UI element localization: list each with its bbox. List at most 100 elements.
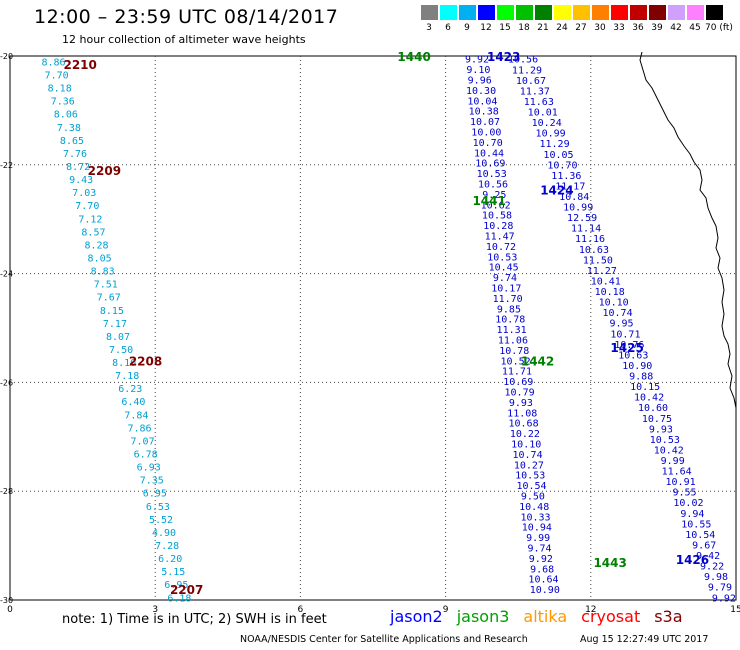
wave-height-label: 10.55: [681, 519, 711, 530]
x-tick-label: 0: [7, 605, 13, 615]
wave-height-label: 12.59: [567, 213, 597, 224]
wave-height-label: 9.68: [530, 564, 554, 575]
wave-height-label: 10.91: [666, 477, 696, 488]
wave-height-label: 10.71: [610, 329, 640, 340]
wave-height-label: 10.68: [509, 419, 539, 430]
y-tick-label: -28: [0, 487, 13, 496]
scale-swatch: [459, 5, 476, 20]
wave-height-label: 9.22: [700, 562, 724, 573]
x-tick-label: 15: [730, 605, 740, 615]
wave-height-label: 9.92: [529, 554, 553, 565]
wave-height-label: 10.17: [491, 284, 521, 295]
pass-time-label: 1424: [540, 183, 573, 197]
wave-height-label: 5.52: [149, 515, 173, 526]
scale-label: 36: [632, 23, 644, 33]
wave-height-label: 10.90: [530, 585, 560, 596]
wave-height-label: 10.56: [478, 180, 508, 191]
wave-height-label: 7.50: [109, 345, 133, 356]
wave-height-label: 10.48: [519, 502, 549, 513]
wave-height-label: 8.07: [106, 332, 130, 343]
wave-height-label: 9.93: [509, 398, 533, 409]
wave-height-label: 7.67: [97, 293, 121, 304]
scale-label: 45: [689, 23, 701, 33]
wave-height-label: 8.72: [66, 162, 90, 173]
coastline: [639, 51, 737, 409]
scale-label: 9: [464, 23, 470, 33]
wave-height-label: 7.36: [51, 97, 75, 108]
wave-height-label: 9.92: [712, 593, 736, 604]
wave-height-label: 7.35: [140, 476, 164, 487]
wave-height-label: 10.04: [467, 96, 497, 107]
wave-height-label: 9.88: [629, 372, 653, 383]
wave-height-label: 10.58: [482, 211, 512, 222]
wave-height-label: 9.74: [527, 544, 551, 555]
wave-height-label: 9.79: [708, 583, 732, 594]
scale-swatch: [554, 5, 571, 20]
wave-height-label: 11.71: [502, 367, 532, 378]
wave-height-label: 11.29: [539, 139, 569, 150]
x-tick-label: 9: [443, 605, 449, 615]
wave-height-label: 9.25: [482, 190, 506, 201]
wave-height-label: 11.36: [551, 171, 581, 182]
wave-height-label: 9.95: [609, 319, 633, 330]
pass-time-label: 2207: [170, 583, 203, 597]
wave-height-label: 9.96: [468, 76, 492, 87]
scale-label: 21: [537, 23, 549, 33]
pass-time-label: 1423: [487, 50, 520, 64]
wave-height-label: 10.10: [599, 298, 629, 309]
wave-height-label: 10.72: [486, 242, 516, 253]
wave-height-label: 9.98: [704, 572, 728, 583]
wave-height-label: 10.63: [579, 245, 609, 256]
map-grid: [9, 55, 737, 601]
legend-cryosat: cryosat: [581, 607, 641, 626]
wave-height-label: 10.84: [559, 192, 589, 203]
wave-height-label: 6.53: [146, 502, 170, 513]
wave-height-label: 7.70: [75, 201, 99, 212]
y-tick-label: -26: [0, 378, 13, 387]
scale-swatch: [630, 5, 647, 20]
wave-height-label: 10.74: [512, 450, 542, 461]
wave-height-label: 10.67: [516, 76, 546, 87]
wave-height-label: 10.44: [474, 148, 504, 159]
wave-height-label: 9.92: [465, 55, 489, 66]
wave-height-label: 10.45: [489, 263, 519, 274]
wave-height-label: 8.10: [112, 358, 136, 369]
wave-height-label: 7.84: [124, 410, 148, 421]
pass-time-label: 1426: [676, 553, 709, 567]
y-tick-label: -30: [0, 596, 13, 605]
wave-height-label: 10.41: [591, 276, 621, 287]
wave-height-label: 10.79: [505, 388, 535, 399]
axis-ticks: 0 3 6 9 12 15 -20 -22 -24 -26 -28 -30: [0, 52, 740, 615]
wave-height-label: 10.18: [595, 287, 625, 298]
wave-height-label: 8.05: [88, 253, 112, 264]
wave-height-label: 11.63: [524, 97, 554, 108]
wave-height-label: 11.27: [587, 266, 617, 277]
wave-height-label: 10.94: [522, 523, 552, 534]
wave-height-label: 11.06: [498, 336, 528, 347]
wave-height-label: 9.99: [526, 533, 550, 544]
legend-altika: altika: [523, 607, 568, 626]
wave-height-label: 10.56: [508, 55, 538, 66]
footer-note: note: 1) Time is in UTC; 2) SWH is in fe…: [62, 612, 327, 627]
wave-height-label: 7.76: [63, 149, 87, 160]
wave-height-label: 8.28: [84, 240, 108, 251]
wave-height-label: 10.53: [515, 471, 545, 482]
wave-height-label: 10.90: [622, 361, 652, 372]
wave-height-label: 10.69: [475, 159, 505, 170]
wave-height-label: 6.93: [137, 463, 161, 474]
legend-jason2: jason2: [390, 607, 443, 626]
x-tick-label: 6: [298, 605, 304, 615]
wave-height-label: 11.17: [555, 181, 585, 192]
wave-height-label: 9.85: [497, 304, 521, 315]
map-frame: [9, 55, 737, 601]
scale-swatch: [592, 5, 609, 20]
wave-height-label: 4.90: [152, 528, 176, 539]
wave-height-label: 10.24: [532, 118, 562, 129]
scale-swatch: [668, 5, 685, 20]
pass-time-label: 2208: [129, 355, 162, 369]
pass-time-label: 1442: [521, 355, 554, 369]
scale-label: 33: [613, 23, 625, 33]
wave-height-label: 9.67: [692, 540, 716, 551]
wave-height-label: 9.42: [696, 551, 720, 562]
track-cryosat: 8.86 7.70 8.18 7.36 8.06 7.38 8.65 7.76 8.72 9.43…: [42, 57, 204, 604]
